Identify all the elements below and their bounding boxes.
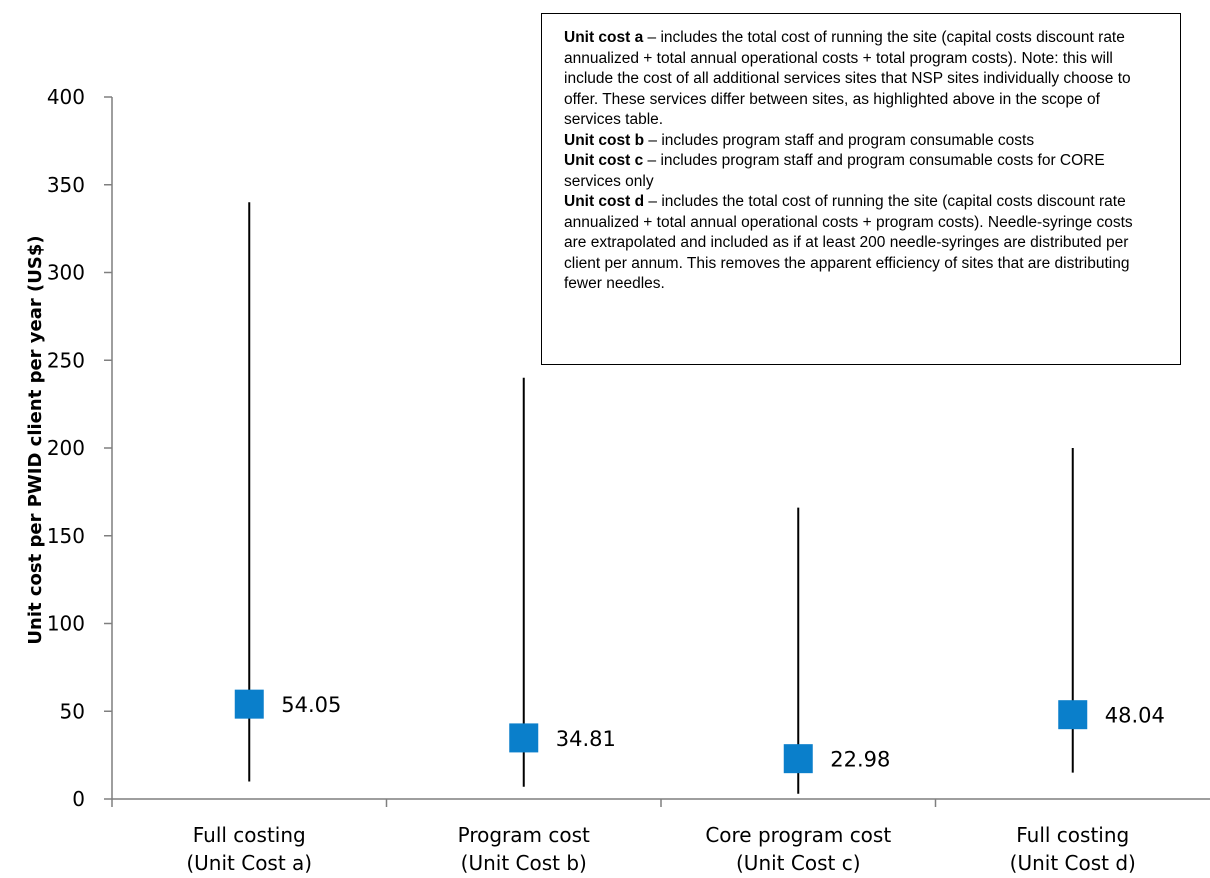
x-tick-label: Core program cost (Unit Cost c) [705,823,891,875]
y-axis: 0 50 100 150 200 250 300 350 400 [47,85,113,811]
x-tick-label: Full costing (Unit Cost d) [1010,823,1136,875]
note-a-term: Unit cost a [564,29,644,46]
value-marker [783,744,813,774]
value-marker [509,723,539,753]
note-c-text: – includes program staff and program con… [564,152,1105,190]
y-tick-label: 50 [60,699,85,723]
y-tick-label: 0 [72,787,85,811]
note-unit-cost-b: Unit cost b – includes program staff and… [564,131,1158,152]
note-a-text: – includes the total cost of running the… [564,29,1131,128]
x-tick-label-line: Program cost [458,823,590,847]
data-label: 54.05 [281,693,341,717]
x-axis: Full costing (Unit Cost a) Program cost (Un… [111,798,1210,875]
y-tick-label: 200 [47,436,85,460]
note-d-text: – includes the total cost of running the… [564,193,1133,292]
note-unit-cost-d: Unit cost d – includes the total cost of… [564,192,1158,295]
y-tick-label: 300 [47,261,85,285]
x-tick-label-line: (Unit Cost d) [1010,851,1136,875]
x-tick-label-line: Full costing [193,823,306,847]
note-d-term: Unit cost d [564,193,645,210]
data-label: 34.81 [556,727,616,751]
x-tick-label-line: (Unit Cost b) [461,851,587,875]
note-unit-cost-a: Unit cost a – includes the total cost of… [564,28,1158,131]
y-tick-label: 400 [47,85,85,109]
note-b-term: Unit cost b [564,131,645,149]
x-tick-label-line: Core program cost [705,823,891,847]
value-marker [234,689,264,719]
x-tick-label-line: (Unit Cost a) [186,851,312,875]
y-tick-label: 100 [47,612,85,636]
x-tick-label: Program cost (Unit Cost b) [458,823,590,875]
x-tick-label-line: (Unit Cost c) [736,851,861,875]
note-unit-cost-c: Unit cost c – includes program staff and… [564,151,1158,192]
x-tick-label-line: Full costing [1016,823,1129,847]
y-tick-label: 350 [47,173,85,197]
y-tick-label: 250 [47,348,85,372]
value-marker [1058,700,1088,730]
x-tick-label: Full costing (Unit Cost a) [186,823,312,875]
data-label: 48.04 [1105,704,1165,728]
y-tick-label: 150 [47,524,85,548]
definitions-note-box: Unit cost a – includes the total cost of… [541,13,1181,365]
plot-marks: 54.05 34.81 22.98 48.04 [234,202,1165,794]
note-b-text: – includes program staff and program con… [644,131,1035,149]
y-axis-title: Unit cost per PWID client per year (US$) [25,235,46,644]
note-c-term: Unit cost c [564,152,644,169]
data-label: 22.98 [830,748,890,772]
